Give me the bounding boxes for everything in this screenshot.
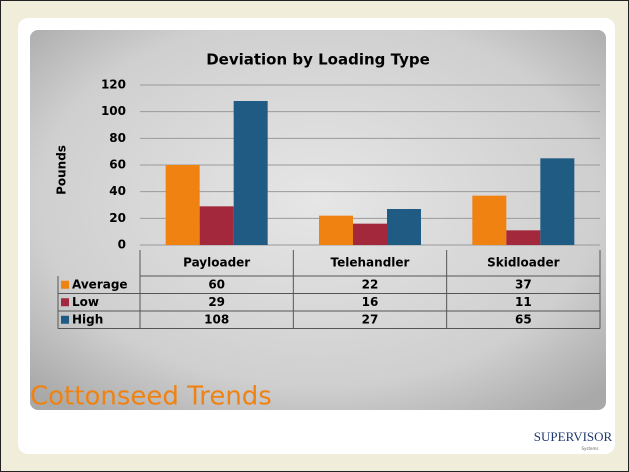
x-tick-label: Skidloader xyxy=(487,256,560,270)
y-tick-label: 80 xyxy=(109,131,126,145)
chart-title: Deviation by Loading Type xyxy=(206,51,430,69)
table-value: 108 xyxy=(204,312,229,326)
bar xyxy=(319,215,353,245)
bar xyxy=(540,158,575,245)
table-value: 11 xyxy=(515,295,532,309)
y-tick-label: 60 xyxy=(109,158,126,172)
table-value: 65 xyxy=(515,312,532,326)
bar xyxy=(353,223,387,245)
bar xyxy=(387,209,421,245)
x-tick-label: Telehandler xyxy=(331,256,410,270)
table-value: 27 xyxy=(362,312,379,326)
y-tick-label: 40 xyxy=(109,184,126,198)
y-axis-label: Pounds xyxy=(55,145,69,195)
chart: 0 20 40 60 80 100 120 Payloader 60 29 108 Telehandl… xyxy=(57,78,601,329)
table-value: 29 xyxy=(208,295,225,309)
x-tick-label: Payloader xyxy=(183,256,250,270)
y-tick-label: 100 xyxy=(101,104,126,118)
legend-swatch xyxy=(61,298,69,307)
bar xyxy=(165,165,200,245)
y-tick-label: 0 xyxy=(118,238,126,252)
bar xyxy=(472,195,507,245)
y-tick-label: 20 xyxy=(109,211,126,225)
legend-swatch xyxy=(61,280,69,289)
bar xyxy=(199,206,234,245)
table-value: 60 xyxy=(208,277,225,291)
table-value: 22 xyxy=(362,277,379,291)
slide-title: Cottonseed Trends xyxy=(30,382,272,412)
logo-tagline: Systems xyxy=(582,446,599,451)
legend-label: Low xyxy=(72,295,99,309)
logo: SUPERVISOR xyxy=(534,429,613,444)
bar xyxy=(233,101,268,245)
legend-label: High xyxy=(72,312,103,326)
y-tick-label: 120 xyxy=(101,78,126,92)
legend-swatch xyxy=(61,315,69,324)
bar xyxy=(506,230,541,245)
legend-label: Average xyxy=(72,277,128,291)
table-value: 37 xyxy=(515,277,532,291)
chart-panel xyxy=(30,30,606,410)
table-value: 16 xyxy=(362,295,379,309)
